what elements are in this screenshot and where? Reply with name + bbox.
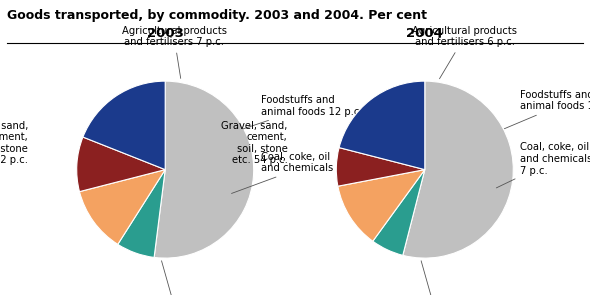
Text: Goods transported, by commodity. 2003 and 2004. Per cent: Goods transported, by commodity. 2003 an… [7, 9, 427, 22]
Text: Agricultural products
and fertilisers 7 p.c.: Agricultural products and fertilisers 7 … [122, 26, 227, 78]
Text: Foodstuffs and
animal foods 12 p.c.: Foodstuffs and animal foods 12 p.c. [243, 95, 362, 129]
Title: 2003: 2003 [147, 27, 183, 40]
Text: General goods, metal products,
manufactured goods, crude
industrial products etc: General goods, metal products, manufactu… [100, 261, 257, 295]
Text: Coal, coke, oil
and chemicals
7 p.c.: Coal, coke, oil and chemicals 7 p.c. [496, 142, 590, 188]
Text: Foodstuffs and
animal foods 12 p.c.: Foodstuffs and animal foods 12 p.c. [504, 90, 590, 129]
Title: 2004: 2004 [407, 27, 443, 40]
Wedge shape [339, 81, 425, 170]
Wedge shape [77, 137, 165, 192]
Wedge shape [403, 81, 513, 258]
Text: Gravel, sand,
cement,
soil, stone
etc. 52 p.c.: Gravel, sand, cement, soil, stone etc. 5… [0, 121, 28, 165]
Wedge shape [336, 148, 425, 186]
Text: General goods, metal products,
manufactured goods, crude
industrial products etc: General goods, metal products, manufactu… [359, 261, 517, 295]
Wedge shape [154, 81, 254, 258]
Wedge shape [83, 81, 165, 170]
Wedge shape [338, 170, 425, 241]
Text: Gravel, sand,
cement,
soil, stone
etc. 54 p.c.: Gravel, sand, cement, soil, stone etc. 5… [221, 121, 288, 165]
Text: Agricultural products
and fertilisers 6 p.c.: Agricultural products and fertilisers 6 … [412, 26, 517, 79]
Wedge shape [80, 170, 165, 244]
Text: Coal, coke, oil
and chemicals 10 p.c.: Coal, coke, oil and chemicals 10 p.c. [231, 152, 370, 194]
Wedge shape [373, 170, 425, 255]
Wedge shape [118, 170, 165, 258]
